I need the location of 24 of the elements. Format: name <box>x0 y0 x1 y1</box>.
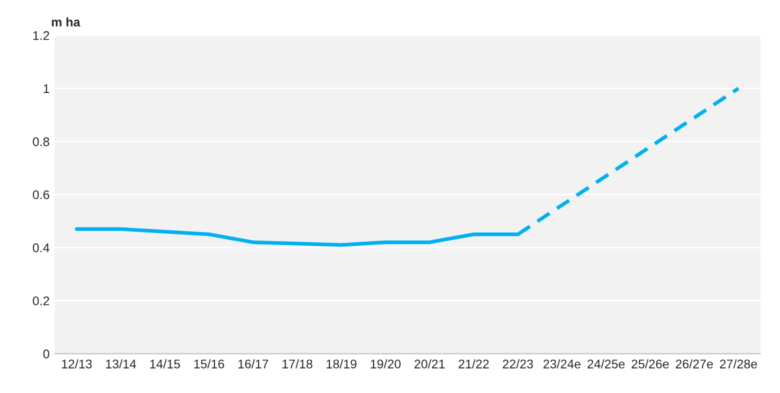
y-tick-label: 0 <box>43 350 50 358</box>
y-axis-title: m ha <box>52 17 80 27</box>
x-tick-label: 20/21 <box>414 359 445 368</box>
y-tick-label: 0.2 <box>32 296 50 306</box>
x-tick-label: 23/24e <box>543 359 581 368</box>
x-tick-label: 15/16 <box>194 359 224 368</box>
x-tick-label: 25/26e <box>632 359 669 368</box>
x-tick-label: 19/20 <box>370 359 401 368</box>
y-tick-label: 0.8 <box>32 137 50 146</box>
x-tick-label: 16/17 <box>238 359 268 368</box>
x-tick-label: 17/18 <box>282 359 312 368</box>
x-tick-label: 22/23 <box>502 359 533 368</box>
x-tick-label: 18/19 <box>326 359 356 368</box>
y-tick-label: 1.2 <box>33 31 50 40</box>
x-tick-label: 12/13 <box>62 359 92 368</box>
y-tick-label: 1 <box>44 84 50 93</box>
y-tick-label: 0.4 <box>32 243 50 252</box>
x-tick-label: 21/22 <box>458 359 489 368</box>
x-tick-label: 27/28e <box>720 359 758 368</box>
x-tick-label: 24/25e <box>588 359 625 368</box>
x-tick-label: 14/15 <box>150 359 180 368</box>
x-tick-label: 13/14 <box>106 359 136 368</box>
x-tick-label: 26/27e <box>676 359 713 368</box>
y-tick-label: 0.6 <box>32 190 50 200</box>
